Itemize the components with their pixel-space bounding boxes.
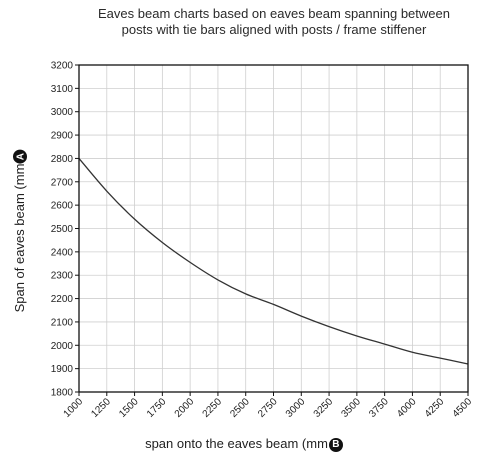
x-tick-label-1500: 1500 — [117, 396, 141, 420]
x-tick-label-2500: 2500 — [228, 396, 252, 420]
y-tick-label-2100: 2100 — [51, 317, 74, 328]
y-axis-marker-badge — [13, 149, 27, 164]
grid-lines — [78, 64, 469, 393]
plot-frame — [78, 64, 469, 393]
y-tick-label-1800: 1800 — [51, 388, 74, 399]
x-axis-label-text: span onto the eaves beam (mm — [145, 436, 328, 451]
y-tick-label-2600: 2600 — [51, 201, 74, 212]
x-tick-label-3500: 3500 — [339, 396, 363, 420]
y-tick-label-2700: 2700 — [51, 177, 74, 188]
x-tick-label-2250: 2250 — [201, 396, 225, 420]
x-axis-ticks: 1000 1250 1500 1750 2000 2250 2500 2750 3000 3250… — [62, 392, 475, 420]
x-tick-label-3750: 3750 — [367, 396, 391, 420]
x-tick-label-2000: 2000 — [173, 396, 197, 420]
y-tick-label-2900: 2900 — [51, 131, 74, 142]
y-tick-label-2800: 2800 — [51, 154, 74, 165]
y-axis-label: Span of eaves beam (mm A — [12, 149, 27, 313]
y-tick-label-3100: 3100 — [51, 84, 74, 95]
chart-title-line-1: Eaves beam charts based on eaves beam sp… — [98, 6, 450, 21]
x-tick-label-1250: 1250 — [89, 396, 113, 420]
y-axis-label-text: Span of eaves beam (mm — [12, 164, 27, 313]
x-tick-label-4500: 4500 — [451, 396, 475, 420]
x-tick-label-3000: 3000 — [284, 396, 308, 420]
x-axis-label: span onto the eaves beam (mm B — [0, 436, 488, 452]
y-tick-label-2200: 2200 — [51, 294, 74, 305]
x-tick-label-4250: 4250 — [423, 396, 447, 420]
y-axis-marker-letter: A — [16, 153, 27, 160]
y-tick-label-3000: 3000 — [51, 107, 74, 118]
y-tick-label-3200: 3200 — [51, 61, 74, 72]
chart-title-line-2: posts with tie bars aligned with posts /… — [121, 22, 427, 37]
x-axis-marker-badge: B — [328, 437, 343, 452]
y-tick-label-2500: 2500 — [51, 224, 74, 235]
y-axis-ticks: 1800 1900 2000 2100 2200 2300 2400 2500 2600 2700… — [51, 61, 79, 399]
chart-title: Eaves beam charts based on eaves beam sp… — [60, 6, 488, 38]
series-group — [78, 158, 469, 365]
x-tick-label-1750: 1750 — [145, 396, 169, 420]
x-tick-label-4000: 4000 — [395, 396, 419, 420]
x-tick-label-2750: 2750 — [256, 396, 280, 420]
y-tick-label-2300: 2300 — [51, 271, 74, 282]
x-tick-label-1000: 1000 — [62, 396, 86, 420]
x-tick-label-3250: 3250 — [312, 396, 336, 420]
y-tick-label-2000: 2000 — [51, 341, 74, 352]
series-line-0 — [78, 158, 469, 365]
y-tick-label-1900: 1900 — [51, 364, 74, 375]
y-tick-label-2400: 2400 — [51, 247, 74, 258]
